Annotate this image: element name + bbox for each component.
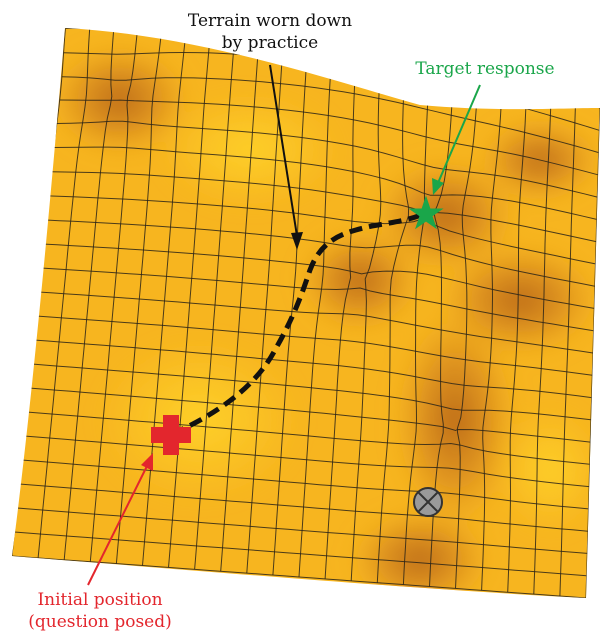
grid-line bbox=[23, 435, 590, 488]
target-arrow bbox=[432, 84, 481, 195]
initial-label-line1: Initial position bbox=[37, 590, 163, 610]
terrain-label-line2: by practice bbox=[221, 33, 319, 53]
initial-label-line2: (question posed) bbox=[28, 612, 172, 632]
cross-icon bbox=[151, 415, 191, 455]
grid-line bbox=[28, 387, 591, 443]
grid-line bbox=[59, 99, 599, 176]
grid-line bbox=[48, 195, 596, 265]
grid-line bbox=[16, 507, 588, 554]
grid-line bbox=[50, 171, 597, 243]
grid-line bbox=[61, 76, 599, 154]
grid-line bbox=[26, 411, 590, 465]
terrain-label-line1: Terrain worn down bbox=[187, 11, 353, 31]
terrain-label: Terrain worn down by practice bbox=[150, 10, 390, 54]
grid-line bbox=[53, 146, 597, 220]
star-icon bbox=[408, 195, 444, 230]
target-label-text: Target response bbox=[415, 59, 555, 79]
grid-line bbox=[21, 459, 589, 510]
grid-line bbox=[40, 267, 594, 332]
practice-path bbox=[170, 210, 428, 437]
grid-line bbox=[45, 219, 595, 287]
initial-label: Initial position (question posed) bbox=[0, 589, 200, 633]
grid-line bbox=[31, 363, 591, 421]
grid-line bbox=[19, 483, 588, 532]
terrain-arrow bbox=[269, 64, 303, 250]
grid-line bbox=[33, 339, 592, 399]
target-label: Target response bbox=[395, 58, 575, 80]
initial-arrow bbox=[87, 453, 153, 586]
grid-line bbox=[56, 120, 598, 198]
grid-line bbox=[12, 555, 587, 598]
grid-line bbox=[43, 243, 595, 309]
grid-line bbox=[36, 315, 593, 376]
grid-line bbox=[38, 291, 594, 354]
circled-x-icon bbox=[413, 487, 443, 517]
